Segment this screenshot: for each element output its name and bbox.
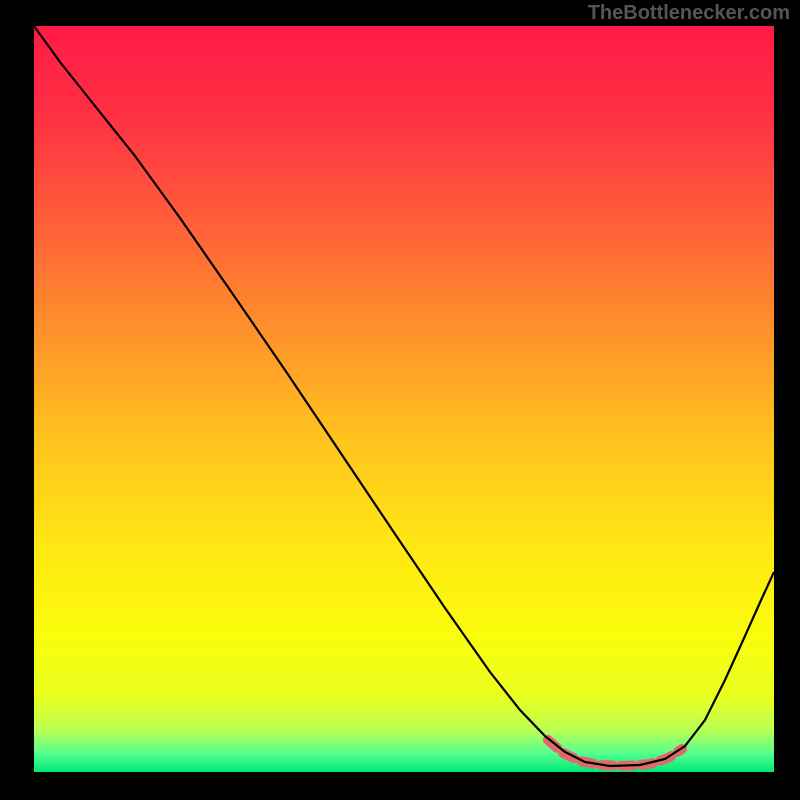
plot-background: [34, 26, 774, 772]
bottleneck-chart: [0, 0, 800, 800]
